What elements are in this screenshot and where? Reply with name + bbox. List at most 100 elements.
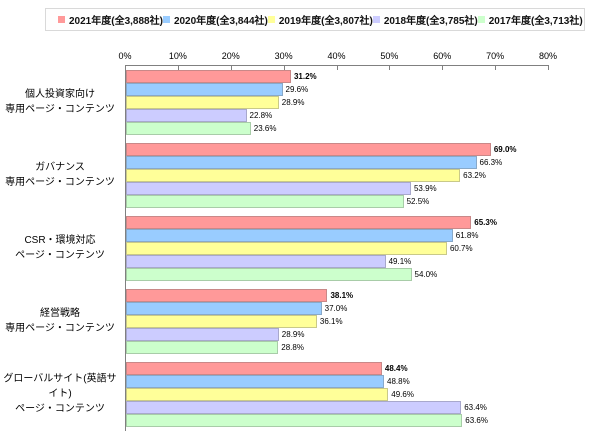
bar-segment bbox=[126, 229, 453, 242]
bar-segment bbox=[126, 255, 386, 268]
bar-value-label: 54.0% bbox=[414, 270, 438, 279]
category-label-1: ガバナンス専用ページ・コンテンツ bbox=[0, 160, 120, 190]
bar-value-label: 38.1% bbox=[330, 291, 354, 300]
bar-segment bbox=[126, 414, 463, 427]
bar-row-cat2-series1: 61.8% bbox=[126, 229, 549, 242]
legend-swatch-icon bbox=[58, 16, 65, 23]
bar-value-label: 37.0% bbox=[324, 304, 348, 313]
bar-segment bbox=[126, 302, 322, 315]
legend-item-label: 2018年度(全3,785社) bbox=[383, 16, 478, 27]
x-tick-label: 10% bbox=[168, 51, 187, 61]
bar-value-label: 63.6% bbox=[465, 416, 488, 425]
category-label-line: 専用ページ・コンテンツ bbox=[5, 103, 115, 115]
bar-row-cat4-series3: 63.4% bbox=[126, 401, 549, 414]
category-label-line: 経営戦略 bbox=[40, 307, 80, 319]
x-tick-label: 30% bbox=[274, 51, 293, 61]
bar-value-label: 29.6% bbox=[285, 85, 309, 94]
bar-segment bbox=[126, 375, 385, 388]
bar-row-cat4-series1: 48.8% bbox=[126, 375, 549, 388]
bar-row-cat4-series0: 48.4% bbox=[126, 362, 549, 375]
bar-value-label: 28.8% bbox=[281, 343, 304, 352]
bar-value-label: 61.8% bbox=[455, 231, 479, 240]
x-tick-mark bbox=[389, 66, 391, 70]
bar-segment bbox=[126, 289, 328, 302]
legend-swatch-icon bbox=[372, 16, 380, 23]
bar-row-cat3-series4: 28.8% bbox=[126, 341, 549, 354]
bar-value-label: 52.5% bbox=[406, 197, 430, 206]
bar-row-cat2-series0: 65.3% bbox=[126, 216, 549, 229]
bar-segment bbox=[126, 315, 317, 328]
category-label-2: CSR・環境対応 ページ・コンテンツ bbox=[0, 233, 120, 263]
bar-row-cat3-series0: 38.1% bbox=[126, 289, 549, 302]
bar-value-label: 36.1% bbox=[319, 317, 343, 326]
x-tick-mark bbox=[442, 66, 444, 70]
legend-item-label: 2021年度(全3,888社) bbox=[69, 16, 163, 27]
bar-row-cat1-series4: 52.5% bbox=[126, 195, 549, 208]
bar-segment bbox=[126, 96, 279, 109]
bar-row-cat0-series2: 28.9% bbox=[126, 96, 549, 109]
category-label-line: ページ・コンテンツ bbox=[15, 403, 105, 414]
x-tick-label: 50% bbox=[380, 51, 399, 61]
x-axis-tick-labels: 0% 10% 20% 30% 40% 50% 60% 70% 80% bbox=[118, 51, 557, 64]
bar-value-label: 53.9% bbox=[413, 184, 437, 193]
x-tick-label: 20% bbox=[221, 51, 240, 61]
bar-row-cat0-series4: 23.6% bbox=[126, 122, 549, 135]
bar-row-cat1-series1: 66.3% bbox=[126, 156, 549, 169]
x-tick-label: 80% bbox=[538, 51, 558, 61]
bar-segment bbox=[126, 70, 291, 83]
bar-segment bbox=[126, 268, 412, 281]
legend-item-0: 2021年度(全3,888社) bbox=[58, 12, 163, 27]
bar-value-label: 31.2% bbox=[293, 72, 317, 81]
legend-item-label: 2017年度(全3,713社) bbox=[488, 16, 583, 27]
bar-row-cat3-series2: 36.1% bbox=[126, 315, 549, 328]
bar-value-label: 28.9% bbox=[281, 330, 305, 339]
bar-segment bbox=[126, 195, 404, 208]
bar-value-label: 65.3% bbox=[474, 218, 497, 227]
bar-value-label: 23.6% bbox=[253, 124, 277, 133]
legend-item-1: 2020年度(全3,844社) bbox=[162, 12, 268, 27]
bar-value-label: 48.8% bbox=[387, 377, 410, 386]
bar-row-cat1-series3: 53.9% bbox=[126, 182, 549, 195]
x-tick-mark bbox=[336, 66, 338, 70]
bar-row-cat4-series2: 49.6% bbox=[126, 388, 549, 401]
category-label-line: 専用ページ・コンテンツ bbox=[5, 176, 115, 188]
x-tick-mark bbox=[495, 66, 497, 70]
bar-segment bbox=[126, 83, 283, 96]
bar-row-cat0-series3: 22.8% bbox=[126, 109, 549, 122]
legend-item-3: 2018年度(全3,785社) bbox=[372, 12, 478, 27]
bar-segment bbox=[126, 156, 477, 169]
bar-segment bbox=[126, 169, 461, 182]
category-axis-labels: 個人投資家向け 専用ページ・コンテンツ ガバナンス 専用ページ・コンテンツ CSR・環境… bbox=[0, 65, 120, 430]
plot-area: 31.2% 29.6% 28.9% 22.8% 23.6% 69.0% 66.3% 63.2%… bbox=[125, 65, 549, 431]
x-tick-mark bbox=[230, 66, 232, 70]
category-label-line: ガバナンス bbox=[35, 161, 85, 173]
bar-row-cat4-series4: 63.6% bbox=[126, 414, 549, 427]
bar-row-cat3-series3: 28.9% bbox=[126, 328, 549, 341]
legend-item-2: 2019年度(全3,807社) bbox=[267, 12, 373, 27]
x-tick-label: 70% bbox=[486, 51, 505, 61]
legend-item-label: 2019年度(全3,807社) bbox=[278, 16, 373, 27]
legend-swatch-icon bbox=[162, 16, 170, 23]
category-label-line: ページ・コンテンツ bbox=[15, 249, 105, 261]
bar-segment bbox=[126, 242, 447, 255]
category-label-line: 専用ページ・コンテンツ bbox=[5, 322, 115, 334]
category-label-3: 経営戦略専用ページ・コンテンツ bbox=[0, 306, 120, 336]
chart-legend: 2021年度(全3,888社) 2020年度(全3,844社) 2019年度(全3,… bbox=[45, 8, 585, 31]
category-label-0: 個人投資家向け 専用ページ・コンテンツ bbox=[0, 87, 120, 117]
bar-row-cat2-series4: 54.0% bbox=[126, 268, 549, 281]
legend-item-label: 2020年度(全3,844社) bbox=[173, 16, 268, 27]
bar-row-cat3-series1: 37.0% bbox=[126, 302, 549, 315]
bar-row-cat2-series2: 60.7% bbox=[126, 242, 549, 255]
x-tick-label: 40% bbox=[327, 51, 346, 61]
bar-segment bbox=[126, 143, 491, 156]
bar-row-cat0-series1: 29.6% bbox=[126, 83, 549, 96]
bar-value-label: 63.2% bbox=[463, 171, 486, 180]
bar-value-label: 69.0% bbox=[493, 145, 517, 154]
bar-value-label: 60.7% bbox=[449, 244, 473, 253]
bar-segment bbox=[126, 216, 472, 229]
bar-value-label: 49.1% bbox=[388, 257, 412, 266]
x-tick-mark bbox=[177, 66, 179, 70]
bar-segment bbox=[126, 388, 389, 401]
legend-swatch-icon bbox=[267, 16, 275, 23]
